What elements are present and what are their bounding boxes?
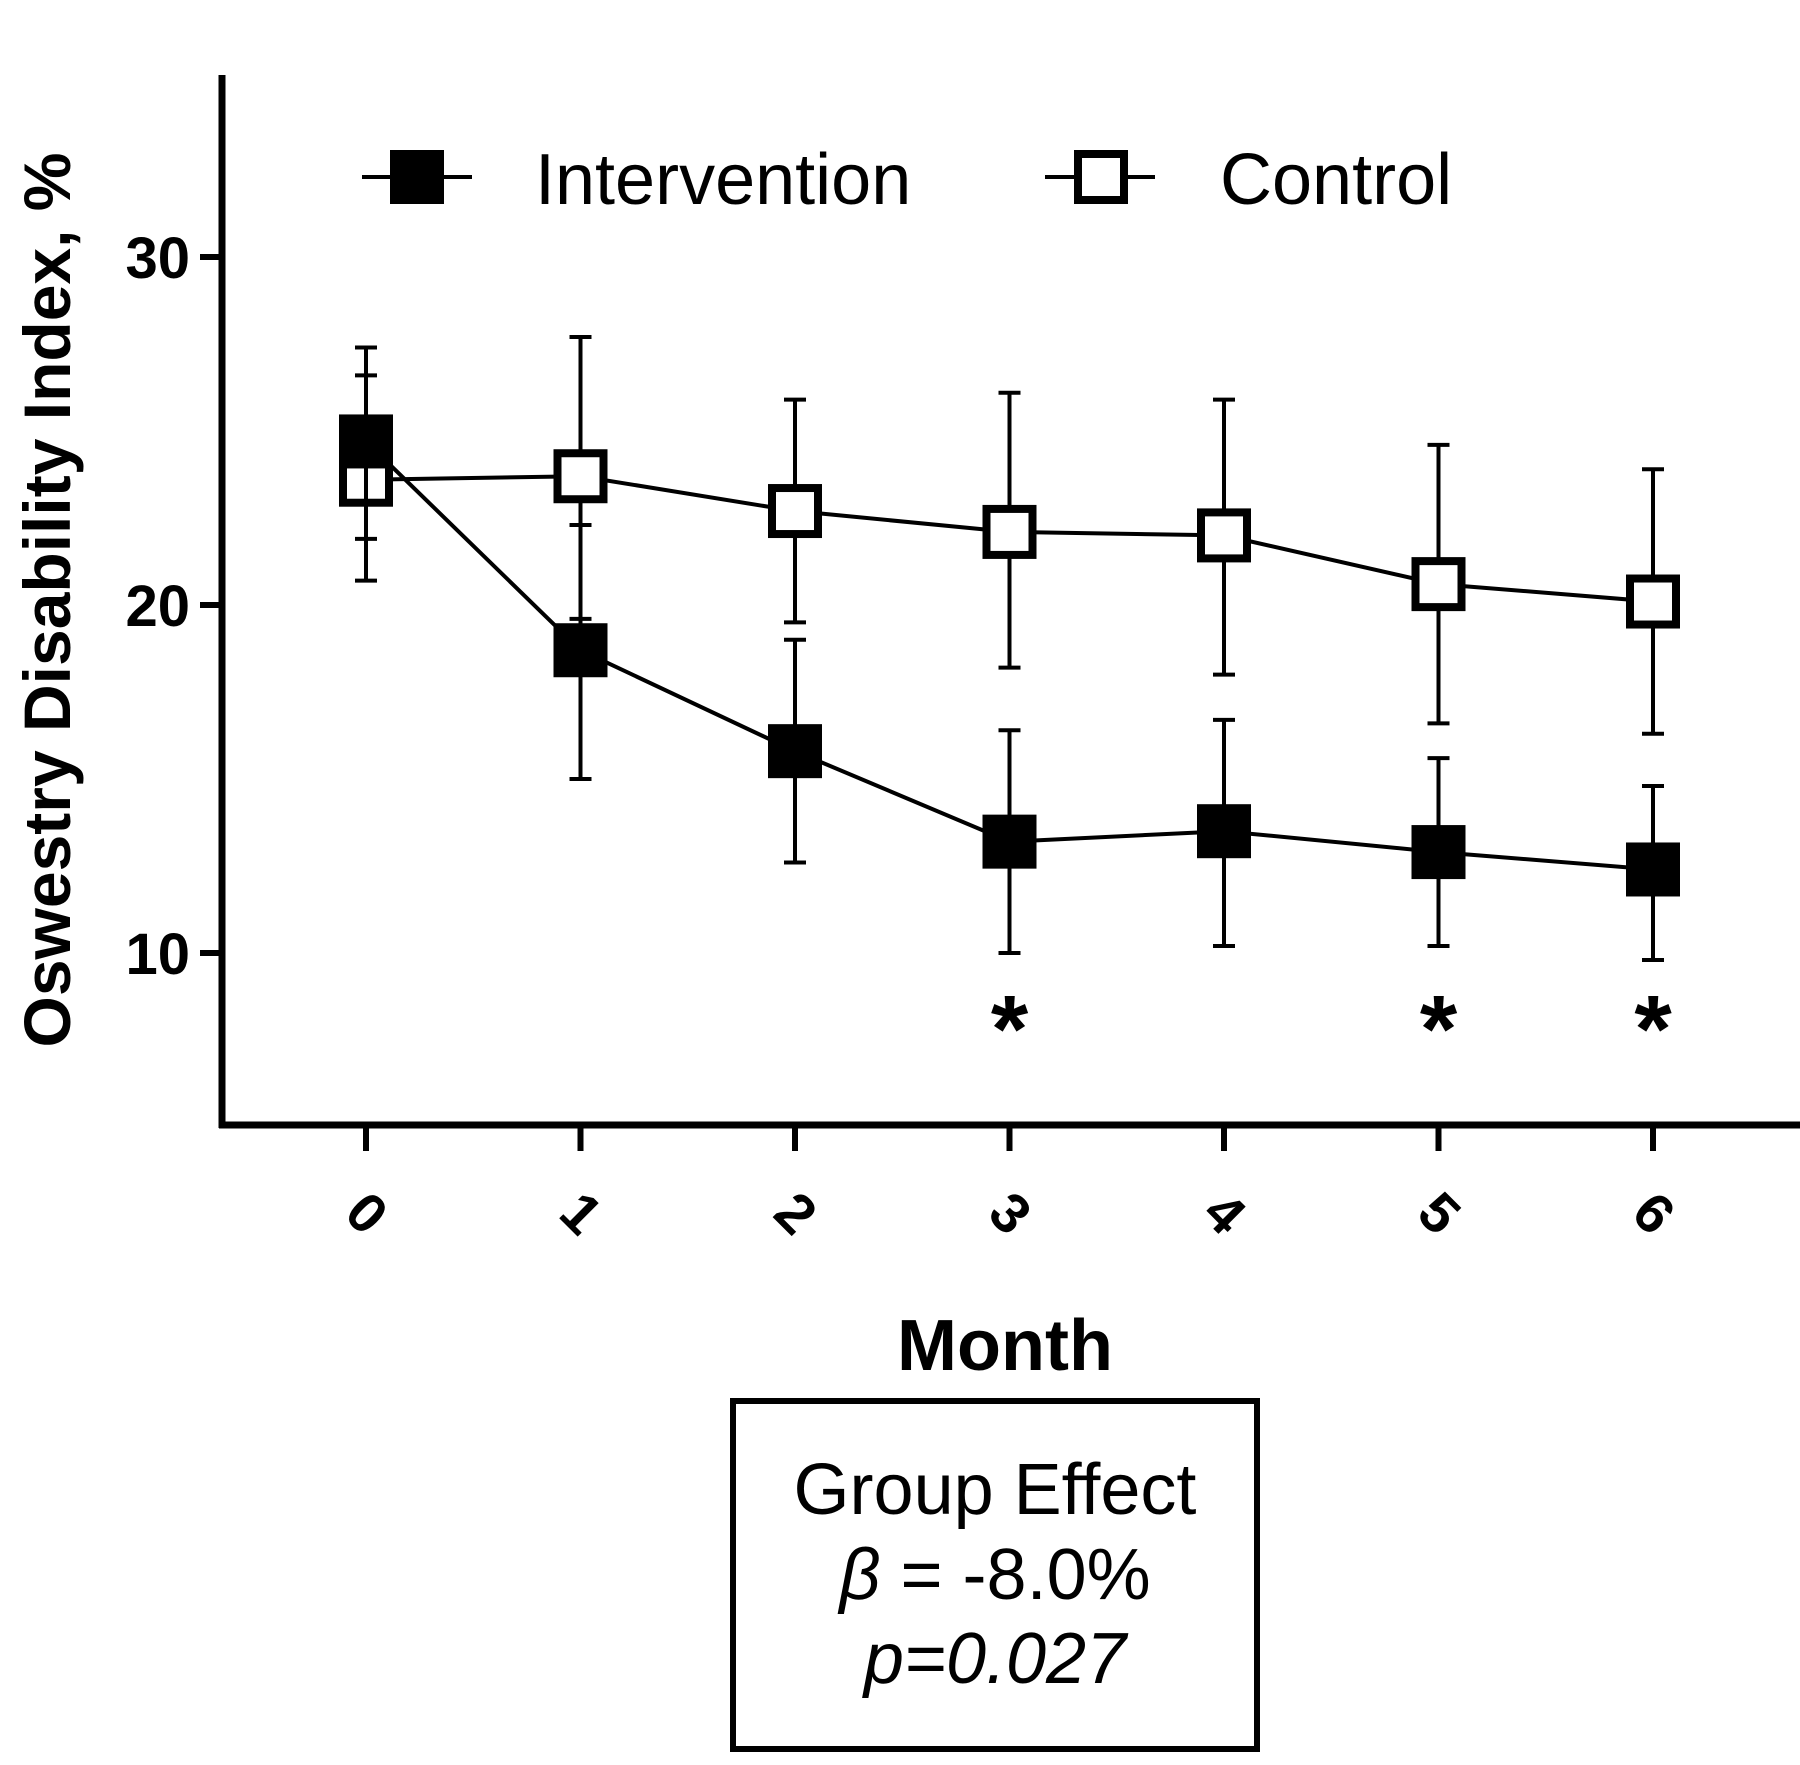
y-tick-label-10: 10 bbox=[125, 922, 190, 987]
legend-label-control: Control bbox=[1220, 140, 1452, 220]
x-tick-label-3: 3 bbox=[977, 1180, 1044, 1247]
x-tick-label-5: 5 bbox=[1406, 1180, 1473, 1247]
data-point-intervention-2 bbox=[768, 724, 822, 779]
group-effect-title: Group Effect bbox=[793, 1449, 1197, 1530]
x-axis-label: Month bbox=[897, 1306, 1113, 1386]
p-value: p=0.027 bbox=[863, 1619, 1127, 1700]
data-point-intervention-5 bbox=[1411, 825, 1466, 880]
data-point-control-5 bbox=[1411, 557, 1466, 612]
data-point-intervention-6 bbox=[1626, 842, 1680, 897]
x-tick-label-0: 0 bbox=[334, 1180, 401, 1247]
data-point-intervention-1 bbox=[553, 623, 608, 678]
data-point-control-4 bbox=[1197, 508, 1251, 563]
significance-star-6: * bbox=[1634, 976, 1672, 1083]
legend-item-control: Control bbox=[1045, 140, 1452, 220]
significance-star-5: * bbox=[1420, 976, 1458, 1083]
y-tick-label-30: 30 bbox=[125, 226, 190, 291]
data-point-control-1 bbox=[553, 449, 608, 504]
y-axis-ticks: 10 20 30 bbox=[125, 226, 222, 987]
beta-line: β = -8.0% bbox=[839, 1533, 1150, 1618]
series-layer bbox=[339, 335, 1680, 962]
legend-item-intervention: Intervention bbox=[362, 140, 911, 220]
x-tick-label-1: 1 bbox=[548, 1180, 615, 1247]
series-control bbox=[339, 335, 1680, 736]
beta-value: = -8.0% bbox=[880, 1534, 1151, 1615]
x-tick-label-2: 2 bbox=[763, 1180, 830, 1247]
y-axis-label: Oswestry Disability Index, % bbox=[10, 153, 84, 1048]
x-tick-label-4: 4 bbox=[1192, 1180, 1259, 1247]
data-point-intervention-3 bbox=[982, 814, 1037, 869]
data-point-intervention-0 bbox=[339, 414, 393, 469]
legend-label-intervention: Intervention bbox=[535, 140, 911, 220]
significance-star-3: * bbox=[991, 976, 1029, 1083]
legend-marker-control bbox=[1074, 150, 1128, 204]
significance-marks: * * * bbox=[991, 976, 1673, 1083]
data-point-control-3 bbox=[982, 504, 1037, 559]
beta-symbol: β bbox=[839, 1534, 881, 1615]
data-point-control-2 bbox=[768, 484, 822, 539]
series-intervention bbox=[339, 373, 1680, 962]
data-point-control-6 bbox=[1626, 574, 1680, 629]
legend: Intervention Control bbox=[362, 140, 1452, 220]
y-tick-label-20: 20 bbox=[125, 574, 190, 639]
data-point-intervention-4 bbox=[1197, 804, 1251, 859]
group-effect-box: Group Effect β = -8.0% p=0.027 bbox=[730, 1398, 1260, 1752]
x-axis-ticks: 0 1 2 3 4 5 6 bbox=[334, 1125, 1688, 1247]
x-tick-label-6: 6 bbox=[1621, 1180, 1688, 1247]
legend-marker-intervention bbox=[390, 150, 444, 204]
